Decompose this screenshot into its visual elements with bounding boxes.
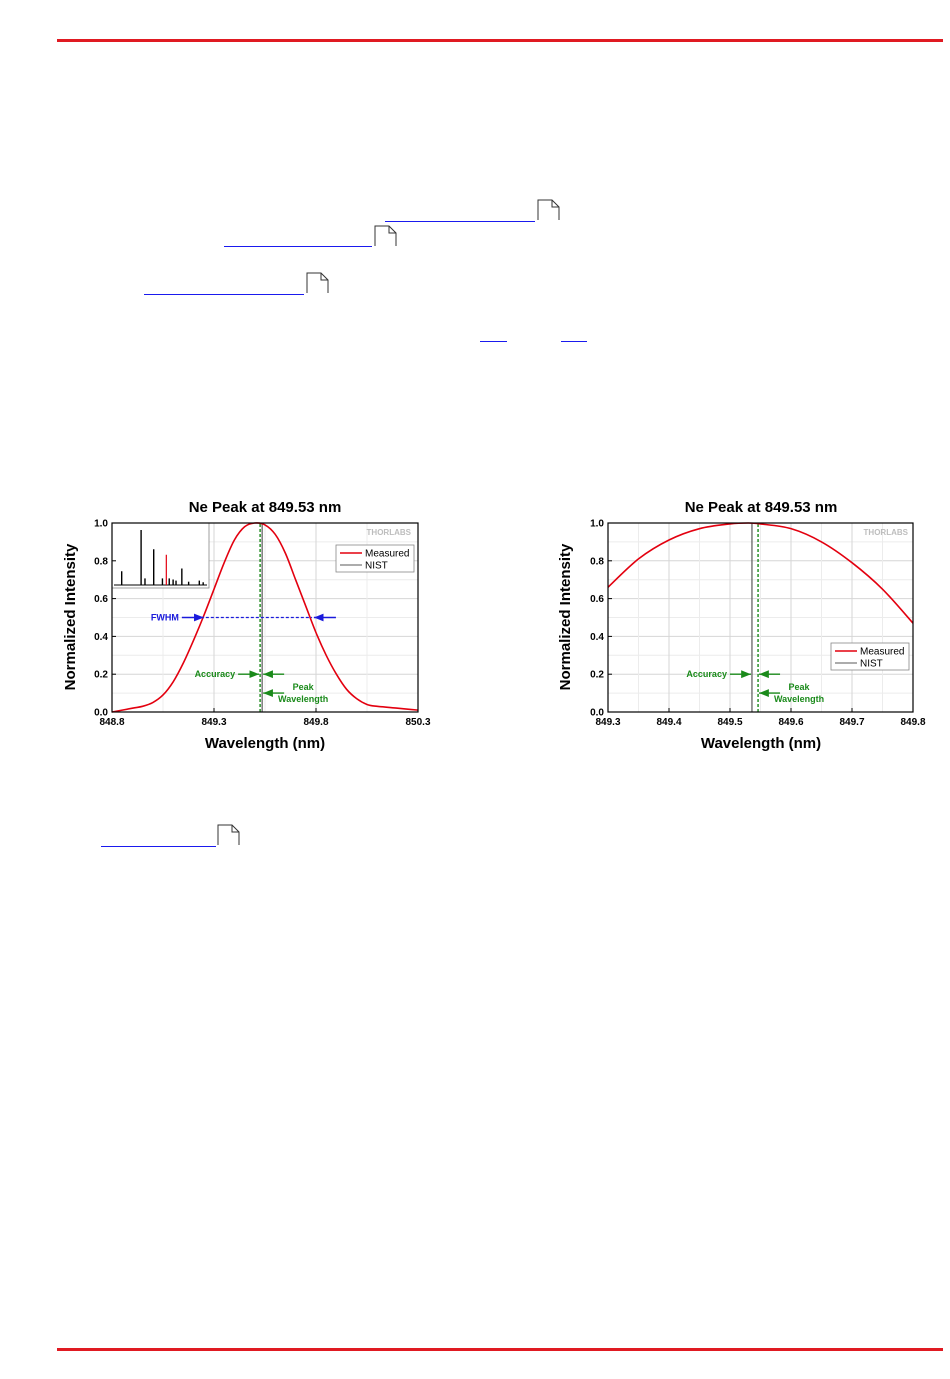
x-tick-label: 849.3: [201, 717, 226, 728]
y-tick-label: 0.8: [94, 556, 108, 567]
y-tick-label: 0.6: [590, 594, 604, 605]
legend-box: [830, 642, 910, 671]
x-tick-label: 849.8: [303, 717, 328, 728]
document-icon: [374, 225, 397, 246]
accuracy-label: Accuracy: [195, 669, 236, 679]
x-tick-label: 849.7: [839, 717, 864, 728]
document-icon: [306, 272, 329, 293]
legend-entry: Measured: [860, 647, 904, 658]
chart-ne-peak-zoom: Ne Peak at 849.53 nm Accuracy Peak Wavelen…: [557, 499, 926, 752]
hyperlink-4[interactable]: [480, 341, 507, 342]
x-tick-label: 849.6: [778, 717, 803, 728]
peak-label: Peak: [293, 682, 315, 692]
y-tick-label: 1.0: [590, 519, 604, 530]
hyperlink-2[interactable]: [224, 246, 372, 247]
chart-title: Ne Peak at 849.53 nm: [685, 499, 838, 516]
x-tick-label: 849.5: [717, 717, 742, 728]
hyperlink-6[interactable]: [101, 846, 216, 847]
chart-ne-peak-full: Ne Peak at 849.53 nm FWHM Accuracy Peak Wav…: [62, 499, 431, 752]
chart-title: Ne Peak at 849.53 nm: [189, 499, 342, 516]
y-tick-label: 0.0: [590, 708, 604, 719]
document-icon: [537, 199, 560, 220]
x-axis-label: Wavelength (nm): [205, 735, 325, 752]
legend-box: [335, 544, 415, 573]
legend-entry: NIST: [860, 659, 883, 670]
hyperlink-1[interactable]: [385, 221, 535, 222]
hyperlink-3[interactable]: [144, 294, 304, 295]
y-tick-label: 0.6: [94, 594, 108, 605]
legend-entry: NIST: [365, 561, 388, 572]
hyperlink-5[interactable]: [561, 341, 587, 342]
bottom-red-rule: [57, 1348, 943, 1351]
thorlabs-logo: THORLABS: [864, 528, 909, 537]
plot-frame: [607, 522, 914, 713]
fwhm-label: FWHM: [151, 613, 179, 623]
y-axis-label: Normalized Intensity: [557, 543, 574, 690]
y-tick-label: 1.0: [94, 519, 108, 530]
y-tick-label: 0.4: [94, 632, 108, 643]
x-tick-label: 849.8: [900, 717, 925, 728]
x-tick-label: 849.3: [595, 717, 620, 728]
plot-frame: [111, 522, 419, 713]
y-tick-label: 0.2: [590, 670, 604, 681]
x-axis-label: Wavelength (nm): [701, 735, 821, 752]
document-icon: [217, 824, 240, 845]
wavelength-label: Wavelength: [278, 694, 328, 704]
y-axis-label: Normalized Intensity: [62, 543, 79, 690]
inset-frame: [111, 522, 210, 589]
y-tick-label: 0.0: [94, 708, 108, 719]
y-tick-label: 0.2: [94, 670, 108, 681]
x-tick-label: 848.8: [99, 717, 124, 728]
y-tick-label: 0.8: [590, 556, 604, 567]
wavelength-label: Wavelength: [774, 694, 824, 704]
thorlabs-logo: THORLABS: [367, 528, 412, 537]
x-tick-label: 849.4: [656, 717, 681, 728]
x-tick-label: 850.3: [405, 717, 430, 728]
y-tick-label: 0.4: [590, 632, 604, 643]
peak-label: Peak: [789, 682, 811, 692]
legend-entry: Measured: [365, 549, 409, 560]
top-red-rule: [57, 39, 943, 42]
accuracy-label: Accuracy: [686, 669, 727, 679]
